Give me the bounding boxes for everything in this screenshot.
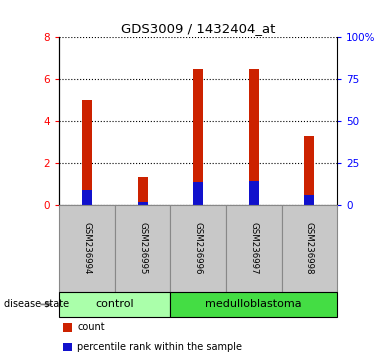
Text: count: count (77, 322, 105, 332)
Bar (170, 292, 337, 317)
Text: percentile rank within the sample: percentile rank within the sample (77, 342, 242, 352)
Text: medulloblastoma: medulloblastoma (205, 299, 302, 309)
Text: GSM236994: GSM236994 (83, 222, 92, 275)
Bar (249, 181, 259, 205)
Bar (59, 205, 115, 292)
Bar (170, 205, 226, 292)
Text: GSM236997: GSM236997 (249, 222, 258, 275)
Bar (82, 190, 92, 205)
Bar (59, 292, 170, 317)
Text: disease state: disease state (4, 299, 69, 309)
Bar (193, 69, 203, 205)
Bar (249, 69, 259, 205)
Text: GSM236995: GSM236995 (138, 222, 147, 275)
Bar (282, 205, 337, 292)
Title: GDS3009 / 1432404_at: GDS3009 / 1432404_at (121, 22, 275, 35)
Bar (193, 182, 203, 205)
Bar (137, 177, 148, 205)
Bar (304, 136, 314, 205)
Text: GSM236996: GSM236996 (194, 222, 203, 275)
Bar (82, 100, 92, 205)
Bar (304, 195, 314, 205)
Text: GSM236998: GSM236998 (305, 222, 314, 275)
Bar (226, 205, 282, 292)
Bar (137, 201, 148, 205)
Text: control: control (96, 299, 134, 309)
Bar (115, 205, 170, 292)
